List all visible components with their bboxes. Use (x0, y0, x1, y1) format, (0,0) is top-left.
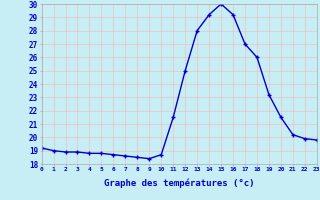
X-axis label: Graphe des températures (°c): Graphe des températures (°c) (104, 178, 254, 188)
